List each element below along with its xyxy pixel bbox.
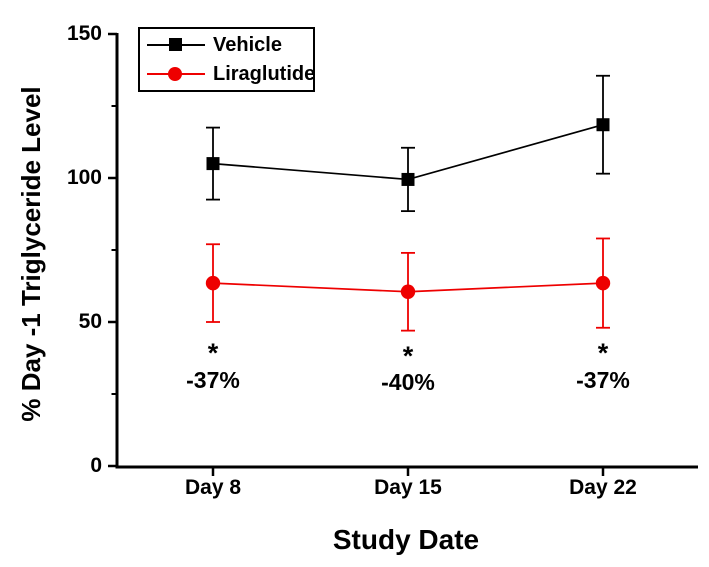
legend-sample-vehicle xyxy=(147,37,205,53)
significance-star-day22: * xyxy=(597,338,609,368)
legend-sample-liraglutide xyxy=(147,66,205,82)
y-tick-label-150: 150 xyxy=(66,22,102,45)
significance-star-day15: * xyxy=(402,341,414,371)
circle-marker-icon xyxy=(168,67,182,81)
legend: Vehicle Liraglutide xyxy=(138,27,315,92)
vehicle-data-point xyxy=(401,172,415,186)
liraglutide-data-point xyxy=(400,284,416,299)
significance-star-day8: * xyxy=(207,338,219,368)
percent-change-day22: -37% xyxy=(576,367,630,393)
x-axis-title: Study Date xyxy=(332,524,480,555)
legend-label-liraglutide: Liraglutide xyxy=(213,63,316,85)
y-tick-label-0: 0 xyxy=(90,454,102,477)
x-tick-label-day15: Day 15 xyxy=(374,476,442,499)
y-tick-label-100: 100 xyxy=(66,166,102,189)
vehicle-data-point xyxy=(596,118,610,132)
y-axis-title: % Day -1 Triglyceride Level xyxy=(16,86,46,422)
percent-change-day15: -40% xyxy=(381,369,435,395)
y-tick-label-50: 50 xyxy=(78,310,102,333)
liraglutide-data-point xyxy=(595,275,611,291)
percent-change-day8: -37% xyxy=(186,367,240,393)
legend-item-vehicle: Vehicle xyxy=(147,34,313,56)
legend-item-liraglutide: Liraglutide xyxy=(147,63,316,85)
vehicle-data-point xyxy=(206,157,220,171)
legend-label-vehicle: Vehicle xyxy=(213,34,282,56)
square-marker-icon xyxy=(169,38,182,51)
x-tick-label-day8: Day 8 xyxy=(184,476,242,499)
liraglutide-data-point xyxy=(205,275,221,291)
x-tick-label-day22: Day 22 xyxy=(569,476,637,499)
